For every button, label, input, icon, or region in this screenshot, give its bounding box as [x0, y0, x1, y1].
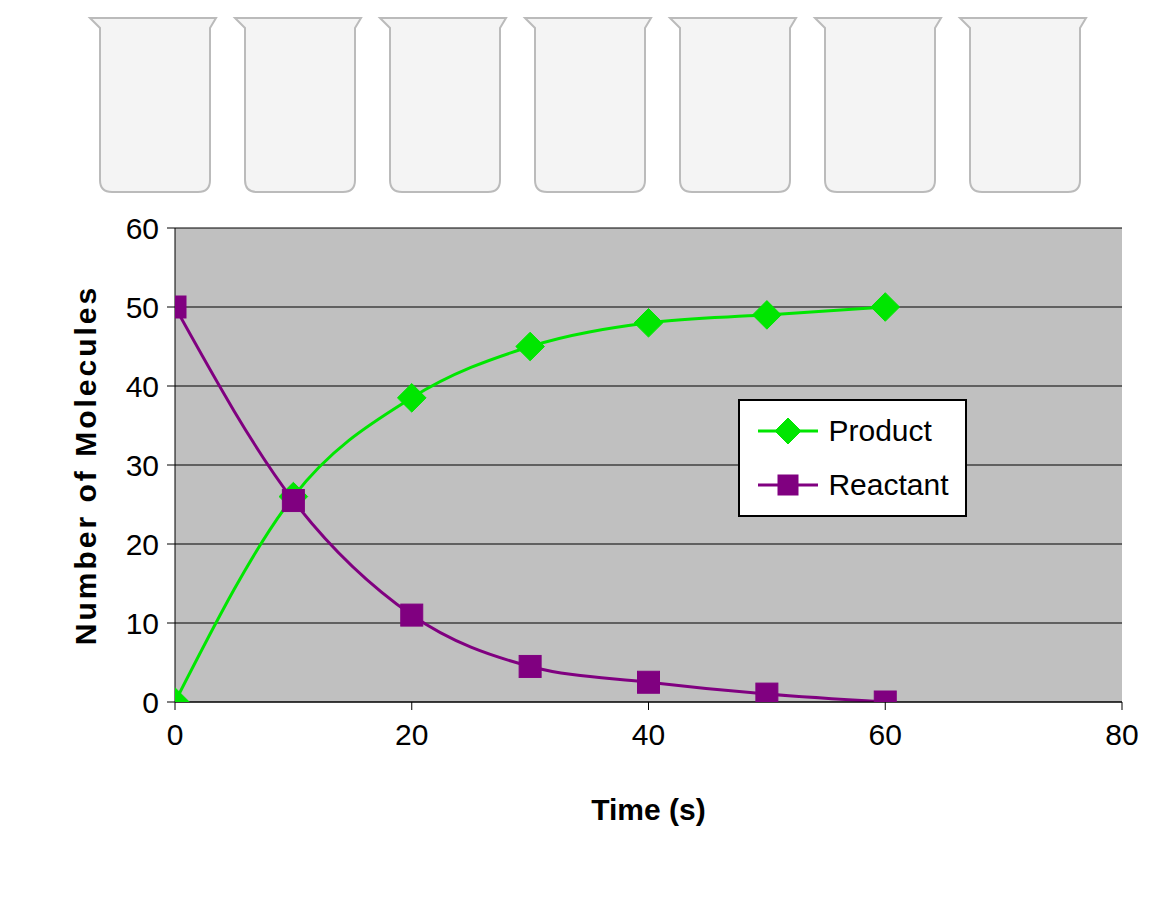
- svg-text:30: 30: [126, 449, 159, 482]
- svg-text:Number of Molecules: Number of Molecules: [69, 285, 102, 645]
- svg-text:Time (s): Time (s): [591, 793, 705, 826]
- html-text:Product: Product: [828, 413, 932, 447]
- svg-text:60: 60: [869, 718, 902, 751]
- svg-text:40: 40: [632, 718, 665, 751]
- html-text:Reactant: Reactant: [828, 467, 949, 501]
- svg-text:50: 50: [126, 291, 159, 324]
- svg-text:20: 20: [126, 528, 159, 561]
- svg-text:80: 80: [1105, 718, 1138, 751]
- svg-text:0: 0: [142, 686, 159, 719]
- svg-text:10: 10: [126, 607, 159, 640]
- svg-text:40: 40: [126, 370, 159, 403]
- svg-text:20: 20: [395, 718, 428, 751]
- svg-text:60: 60: [126, 212, 159, 245]
- svg-text:0: 0: [167, 718, 184, 751]
